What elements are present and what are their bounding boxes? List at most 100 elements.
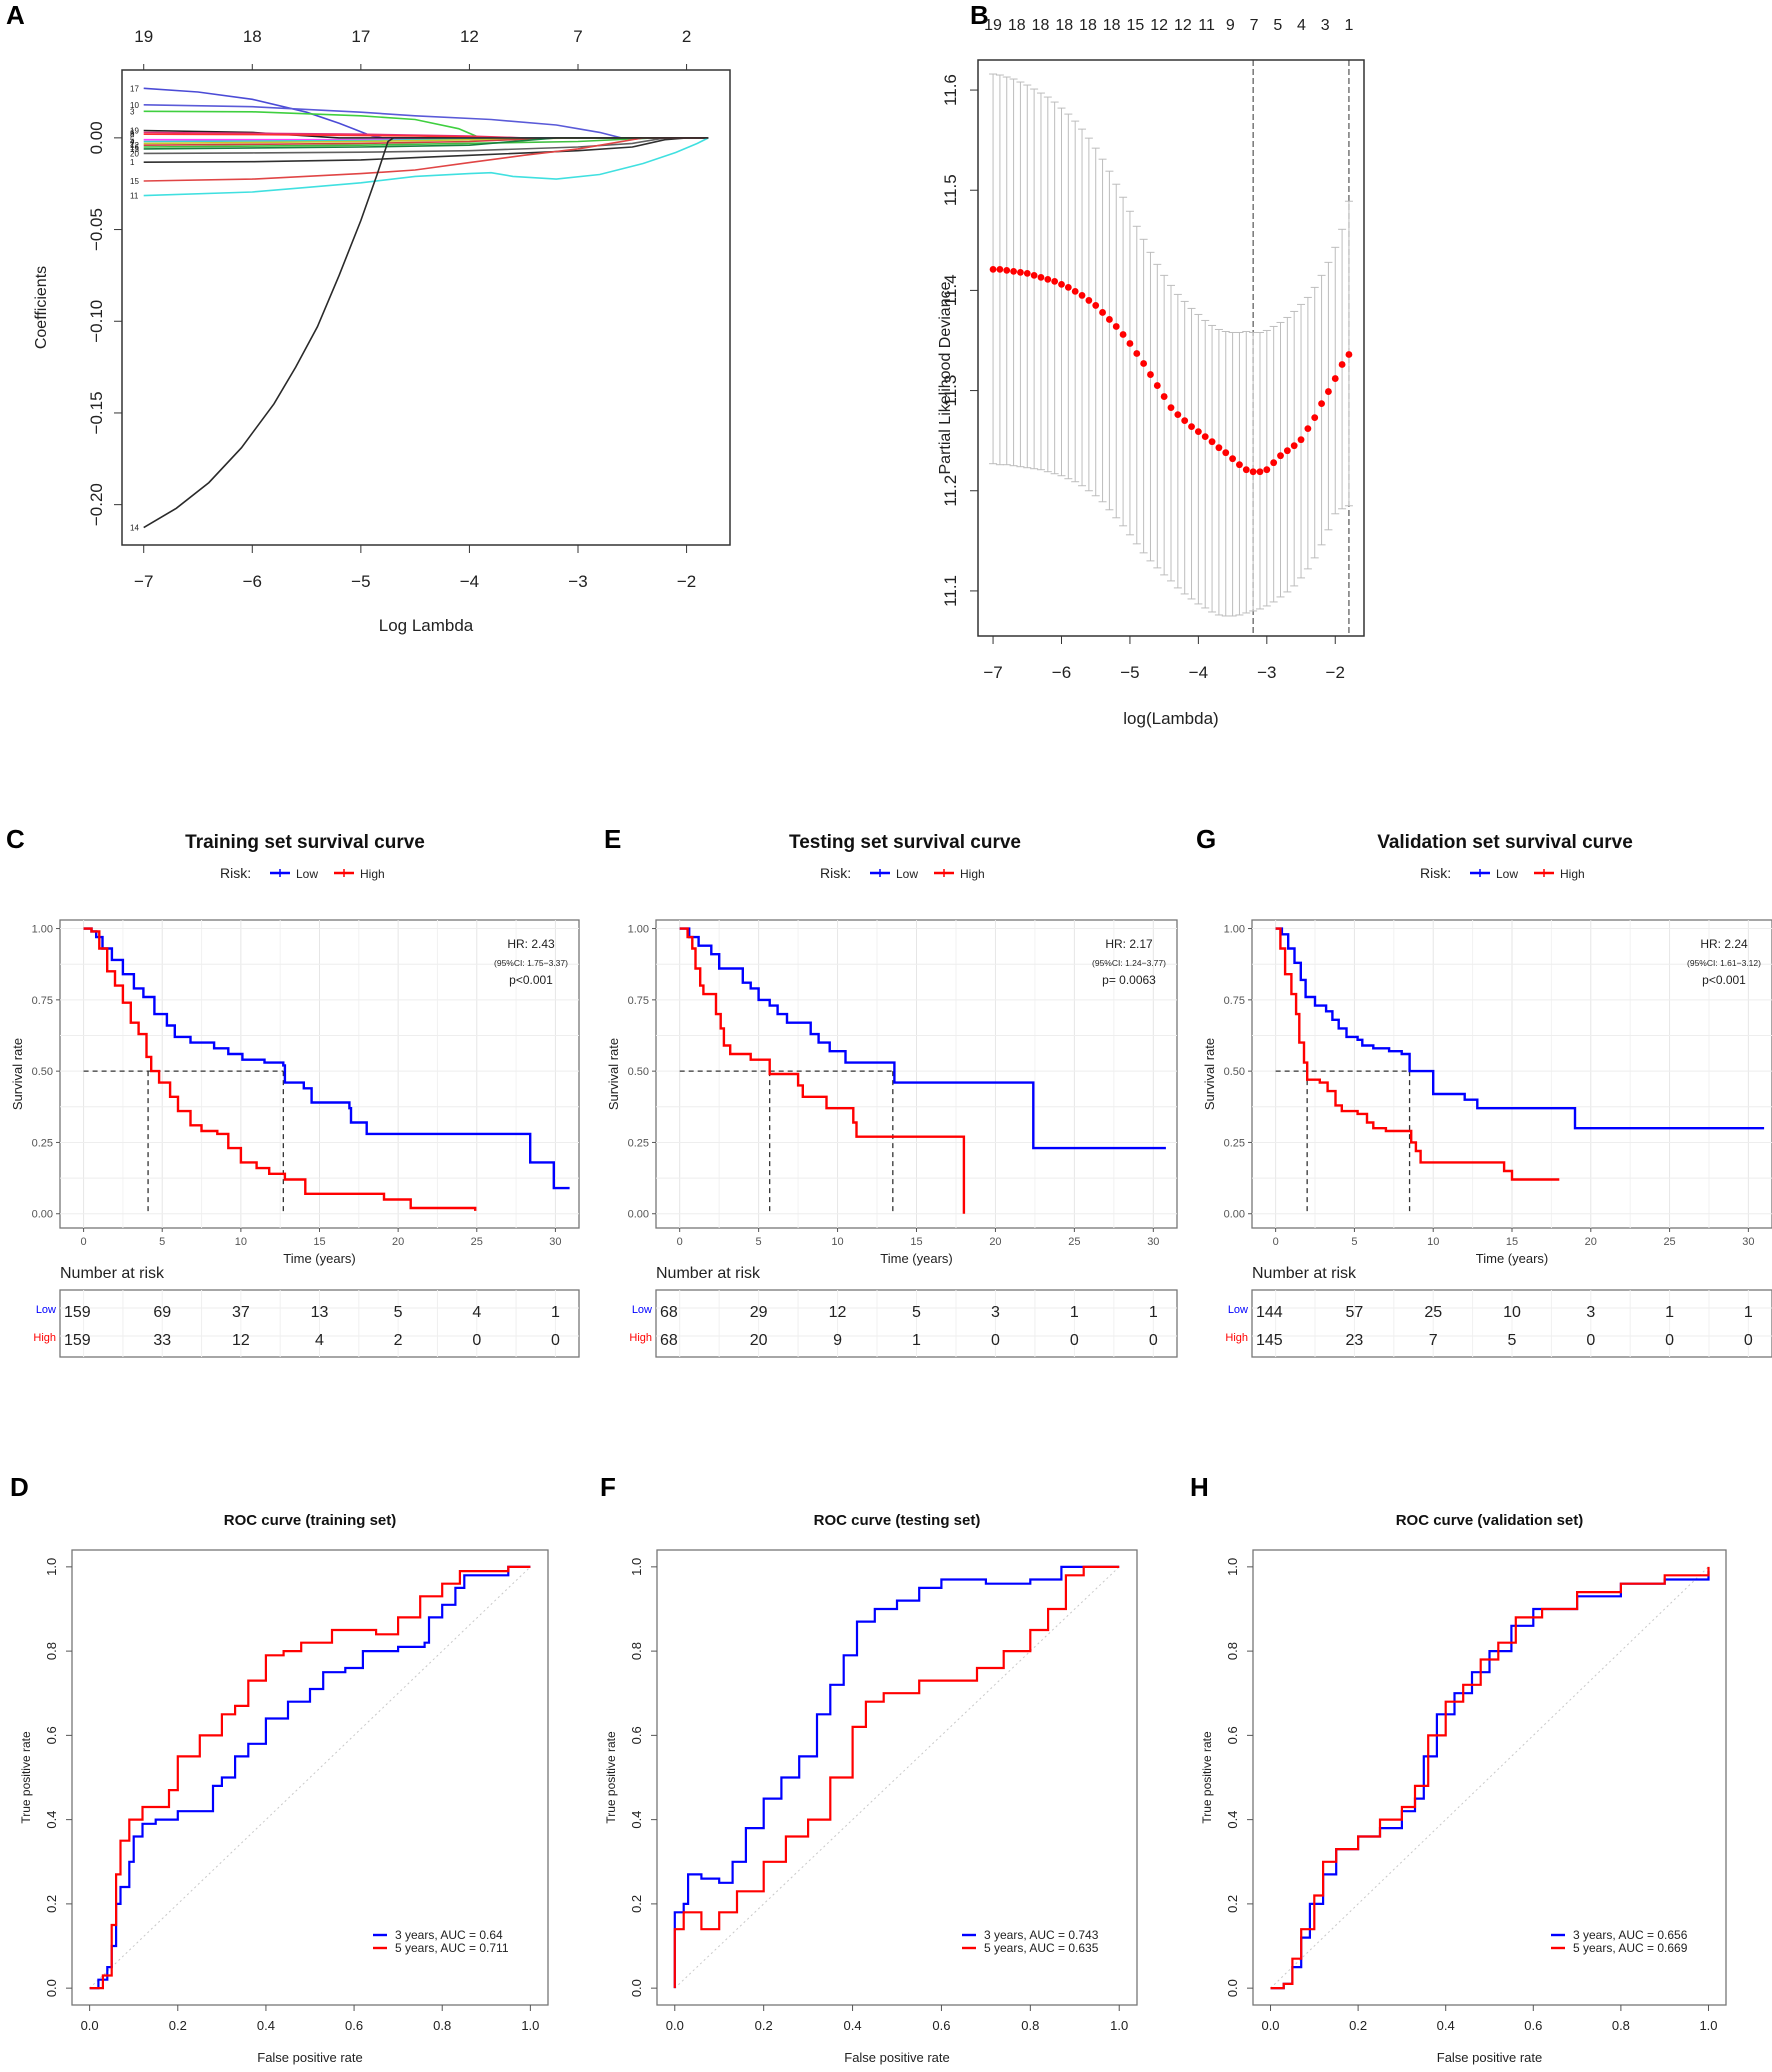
x-tick-label: 0.4 <box>1437 2018 1455 2033</box>
plot-frame <box>121 69 731 546</box>
risk-row-label-high: High <box>1225 1332 1248 1344</box>
x-tick-label: 5 <box>756 1236 762 1248</box>
coef-path-17 <box>143 87 709 139</box>
x-tick-label: 30 <box>1742 1236 1754 1248</box>
x-tick-label: −5 <box>1120 663 1139 682</box>
risk-count: 12 <box>829 1304 847 1321</box>
panel-label-c: C <box>6 824 25 854</box>
x-axis-title: False positive rate <box>1437 2050 1543 2065</box>
top-axis-label: 4 <box>1297 17 1306 34</box>
risk-count: 1 <box>1665 1304 1674 1321</box>
x-tick-label: 0.2 <box>169 2018 187 2033</box>
risk-count: 1 <box>551 1304 560 1321</box>
deviance-point <box>1256 468 1264 476</box>
coef-label-4: 4 <box>130 138 135 147</box>
hr-annotation: HR: 2.24 <box>1700 937 1748 951</box>
roc-curve-5-years <box>89 1565 531 1990</box>
top-axis-label: 3 <box>1321 17 1330 34</box>
x-tick-label: −4 <box>460 572 479 591</box>
x-tick-label: 10 <box>831 1236 843 1248</box>
y-tick-label: −0.20 <box>87 483 106 526</box>
x-tick-label: 10 <box>1427 1236 1439 1248</box>
legend-label: 3 years, AUC = 0.743 <box>984 1928 1099 1942</box>
x-tick-label: 15 <box>1506 1236 1518 1248</box>
km-curve-low <box>679 927 1166 1150</box>
deviance-point <box>1030 271 1038 279</box>
legend-title: Risk: <box>220 865 251 881</box>
risk-count: 0 <box>472 1332 481 1349</box>
panel-label-g: G <box>1196 824 1216 854</box>
deviance-point <box>1201 433 1209 441</box>
risk-row-label-high: High <box>629 1332 652 1344</box>
y-tick-label: 0.75 <box>1224 995 1245 1007</box>
deviance-point <box>1215 444 1223 452</box>
deviance-point <box>989 265 997 273</box>
deviance-point <box>1290 442 1298 450</box>
y-tick-label: 1.0 <box>629 1558 644 1576</box>
x-tick-label: 25 <box>1663 1236 1675 1248</box>
x-tick-label: 0.8 <box>1612 2018 1630 2033</box>
legend-title: Risk: <box>1420 865 1451 881</box>
cv-deviance-plot: −7 −6 −5 −4 −3 −2 11.1 11.2 11.3 11.4 11.5 11.6 Part… <box>937 17 1365 728</box>
chart-title: ROC curve (validation set) <box>1396 1512 1584 1529</box>
y-tick-label: 0.6 <box>1225 1726 1240 1744</box>
diagonal-reference <box>1270 1566 1709 1989</box>
x-tick-label: −2 <box>677 572 696 591</box>
x-tick-label: −4 <box>1189 663 1208 682</box>
x-tick-label: 5 <box>159 1236 165 1248</box>
deviance-point <box>1119 331 1127 338</box>
km-curve-high <box>679 927 966 1214</box>
roc-plot-d: ROC curve (training set) 0.0 0.2 0.4 0.6 0.8 1… <box>19 1512 549 2065</box>
p-value-annotation: p<0.001 <box>1702 973 1746 987</box>
roc-plot-h: ROC curve (validation set) 0.0 0.2 0.4 0.6 0.… <box>1200 1512 1727 2065</box>
coef-path-11 <box>143 137 709 197</box>
y-tick-label: 11.4 <box>941 274 960 306</box>
coef-label-1: 1 <box>130 158 135 167</box>
deviance-point <box>1304 425 1312 433</box>
chart-title: ROC curve (testing set) <box>814 1512 981 1529</box>
legend-label: 5 years, AUC = 0.711 <box>395 1941 509 1955</box>
x-tick-label: 0.2 <box>755 2018 773 2033</box>
risk-count: 68 <box>660 1332 678 1349</box>
risk-count: 13 <box>311 1304 329 1321</box>
risk-count: 12 <box>232 1332 250 1349</box>
y-tick-label: 0.6 <box>44 1726 59 1744</box>
deviance-point <box>1153 382 1161 389</box>
chart-title: Testing set survival curve <box>789 832 1021 853</box>
top-axis-label: 9 <box>1226 17 1235 34</box>
y-tick-label: −0.15 <box>87 391 106 434</box>
risk-count: 4 <box>315 1332 324 1349</box>
y-tick-label: 11.3 <box>941 375 960 407</box>
diagonal-reference <box>674 1566 1120 1989</box>
x-tick-label: 25 <box>471 1236 483 1248</box>
coef-label-14: 14 <box>130 524 139 533</box>
km-curve-high <box>1275 927 1560 1181</box>
x-axis-title: Time (years) <box>880 1251 952 1266</box>
y-tick-label: 0.2 <box>44 1895 59 1913</box>
panel-label-a: A <box>6 0 25 30</box>
x-tick-label: 0.4 <box>844 2018 862 2033</box>
y-axis-title: True positive rate <box>1200 1731 1214 1824</box>
x-tick-label: 0 <box>81 1236 87 1248</box>
legend-label-low: Low <box>296 867 318 881</box>
x-tick-label: 0.0 <box>666 2018 684 2033</box>
ci-annotation: (95%CI: 1.75−3.37) <box>494 958 568 968</box>
deviance-point <box>1071 288 1079 295</box>
x-tick-label: −3 <box>568 572 587 591</box>
deviance-point <box>1208 438 1216 446</box>
deviance-point <box>1229 455 1236 463</box>
y-tick-label: 0.25 <box>628 1137 649 1149</box>
legend-label: 3 years, AUC = 0.64 <box>395 1928 503 1942</box>
x-tick-label: 0 <box>1273 1236 1279 1248</box>
deviance-point <box>1044 275 1052 283</box>
coef-label-2: 2 <box>130 139 135 148</box>
deviance-point <box>1133 350 1141 357</box>
coef-label-15: 15 <box>130 177 139 186</box>
x-tick-label: 15 <box>910 1236 922 1248</box>
deviance-point <box>1318 400 1325 407</box>
deviance-point <box>1338 361 1346 368</box>
top-axis-label: 5 <box>1273 17 1282 34</box>
deviance-point <box>1222 449 1230 457</box>
deviance-point <box>1017 268 1024 276</box>
